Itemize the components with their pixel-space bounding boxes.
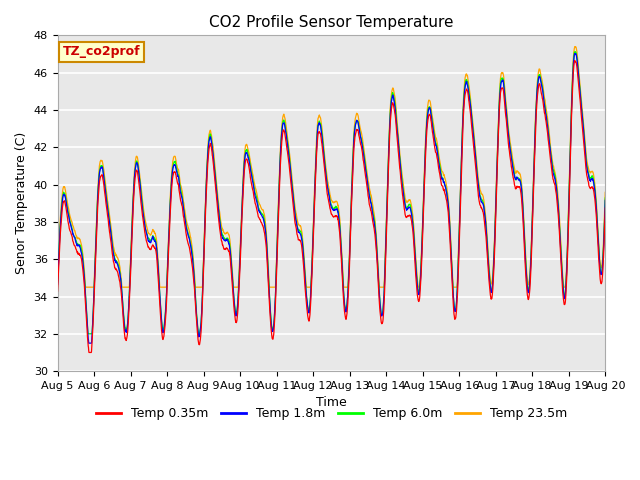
Temp 1.8m	[568, 85, 576, 91]
Temp 1.8m	[85, 340, 93, 346]
Temp 23.5m	[54, 274, 61, 280]
Temp 23.5m	[491, 233, 499, 239]
Temp 1.8m	[54, 281, 61, 287]
Temp 23.5m	[348, 192, 355, 198]
Temp 1.8m	[553, 192, 561, 197]
Temp 1.8m	[491, 240, 499, 245]
Temp 23.5m	[568, 77, 576, 83]
Temp 23.5m	[207, 128, 214, 133]
Line: Temp 6.0m: Temp 6.0m	[58, 52, 605, 334]
Temp 0.35m	[568, 92, 576, 97]
Temp 1.8m	[360, 150, 367, 156]
Title: CO2 Profile Sensor Temperature: CO2 Profile Sensor Temperature	[209, 15, 454, 30]
Temp 6.0m	[360, 147, 367, 153]
Temp 0.35m	[571, 58, 579, 63]
Temp 0.35m	[360, 157, 367, 163]
X-axis label: Time: Time	[316, 396, 347, 409]
Temp 0.35m	[491, 248, 499, 253]
Y-axis label: Senor Temperature (C): Senor Temperature (C)	[15, 132, 28, 275]
Temp 6.0m	[553, 191, 561, 196]
Temp 23.5m	[572, 44, 579, 49]
Temp 6.0m	[491, 238, 499, 243]
Temp 0.35m	[553, 199, 561, 204]
Temp 0.35m	[602, 205, 609, 211]
Temp 6.0m	[207, 132, 214, 137]
Temp 0.35m	[348, 206, 355, 212]
Temp 23.5m	[553, 183, 561, 189]
Temp 0.35m	[54, 288, 61, 294]
Temp 23.5m	[360, 142, 367, 148]
Temp 6.0m	[54, 279, 61, 285]
Temp 23.5m	[82, 284, 90, 290]
Temp 1.8m	[348, 200, 355, 206]
Temp 1.8m	[602, 197, 609, 203]
Temp 0.35m	[85, 349, 93, 355]
Temp 6.0m	[348, 198, 355, 204]
Temp 1.8m	[571, 51, 579, 57]
Legend: Temp 0.35m, Temp 1.8m, Temp 6.0m, Temp 23.5m: Temp 0.35m, Temp 1.8m, Temp 6.0m, Temp 2…	[91, 402, 572, 425]
Text: TZ_co2prof: TZ_co2prof	[63, 46, 141, 59]
Temp 0.35m	[207, 141, 214, 146]
Line: Temp 0.35m: Temp 0.35m	[58, 60, 605, 352]
Temp 6.0m	[572, 49, 579, 55]
Temp 6.0m	[84, 331, 92, 336]
Temp 6.0m	[568, 83, 576, 88]
Temp 23.5m	[602, 190, 609, 195]
Line: Temp 23.5m: Temp 23.5m	[58, 47, 605, 287]
Temp 6.0m	[602, 195, 609, 201]
Temp 1.8m	[207, 134, 214, 140]
Line: Temp 1.8m: Temp 1.8m	[58, 54, 605, 343]
